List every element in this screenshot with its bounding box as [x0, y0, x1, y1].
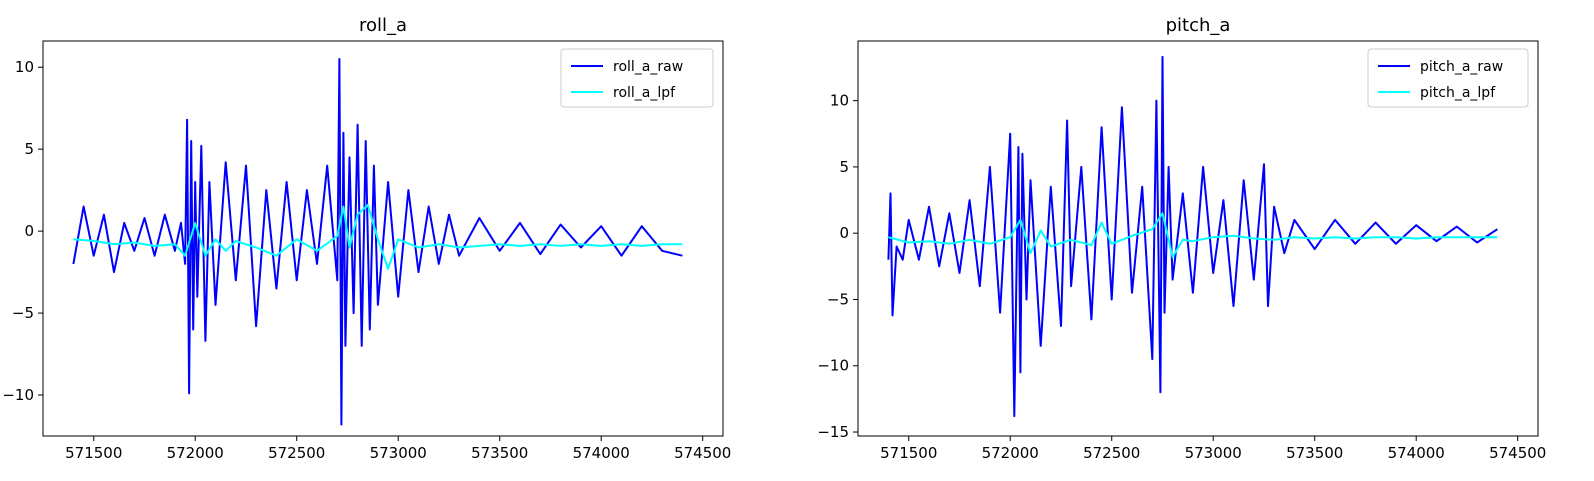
chart-1-x-tick-label: 574000	[573, 444, 630, 462]
chart-1-x-tick-label: 573500	[471, 444, 528, 462]
chart-1-legend-label-roll-a-lpf: roll_a_lpf	[613, 85, 676, 101]
chart-2-x-tick-label: 573500	[1286, 444, 1343, 462]
chart-2-x-tick-label: 572000	[982, 444, 1039, 462]
chart-2-x-tick-label: 574000	[1388, 444, 1445, 462]
chart-1-y-tick-label: 5	[24, 140, 34, 158]
chart-1-y-tick-label: −10	[2, 386, 34, 404]
chart-1-y-tick-label: −5	[12, 304, 34, 322]
chart-2-x-tick-label: 574500	[1489, 444, 1546, 462]
chart-2-axes-frame	[857, 40, 1539, 437]
chart-1-y-tick-label: 0	[24, 222, 34, 240]
chart-1-series-roll-a-raw-line	[72, 58, 683, 426]
chart-1-series-roll-a-lpf-line	[73, 203, 683, 270]
chart-1-x-tick-label: 574500	[674, 444, 731, 462]
chart-2-y-tick-label: −15	[817, 423, 849, 441]
chart-2-x-tick-label: 571500	[880, 444, 937, 462]
chart-1-x-tick-label: 572500	[268, 444, 325, 462]
chart-1-legend: roll_a_raw roll_a_lpf	[560, 48, 714, 108]
chart-2-series-pitch-a-raw-line	[887, 55, 1498, 418]
roll-a-chart: roll_a 571500 572000 572500 573000 573500 5740…	[2, 15, 731, 462]
chart-2-legend-label-pitch-a-lpf: pitch_a_lpf	[1420, 85, 1496, 101]
chart-2-x-tick-label: 573000	[1185, 444, 1242, 462]
chart-1-title: roll_a	[359, 15, 407, 36]
chart-1-x-tick-label: 571500	[65, 444, 122, 462]
chart-2-y-tick-label: −5	[827, 290, 849, 308]
chart-1-x-tick-label: 573000	[370, 444, 427, 462]
chart-2-x-tick-label: 572500	[1083, 444, 1140, 462]
chart-2-y-tick-label: 10	[830, 92, 849, 110]
chart-1-legend-label-roll-a-raw: roll_a_raw	[613, 59, 683, 75]
chart-2-legend-label-pitch-a-raw: pitch_a_raw	[1420, 59, 1503, 75]
chart-1-x-tick-label: 572000	[167, 444, 224, 462]
chart-2-y-tick-label: −10	[817, 357, 849, 375]
chart-2-plot-area	[887, 55, 1498, 418]
chart-2-title: pitch_a	[1166, 15, 1231, 36]
pitch-a-chart: pitch_a 571500 572000 572500 573000 573500 574…	[817, 15, 1546, 462]
chart-2-y-tick-label: 0	[839, 224, 849, 242]
chart-2-y-tick-label: 5	[839, 158, 849, 176]
chart-1-axes-frame	[42, 40, 724, 437]
chart-2-series-pitch-a-lpf-line	[888, 212, 1498, 259]
chart-1-plot-area	[72, 58, 683, 426]
chart-1-y-tick-label: 10	[15, 58, 34, 76]
chart-2-legend: pitch_a_raw pitch_a_lpf	[1367, 48, 1529, 108]
